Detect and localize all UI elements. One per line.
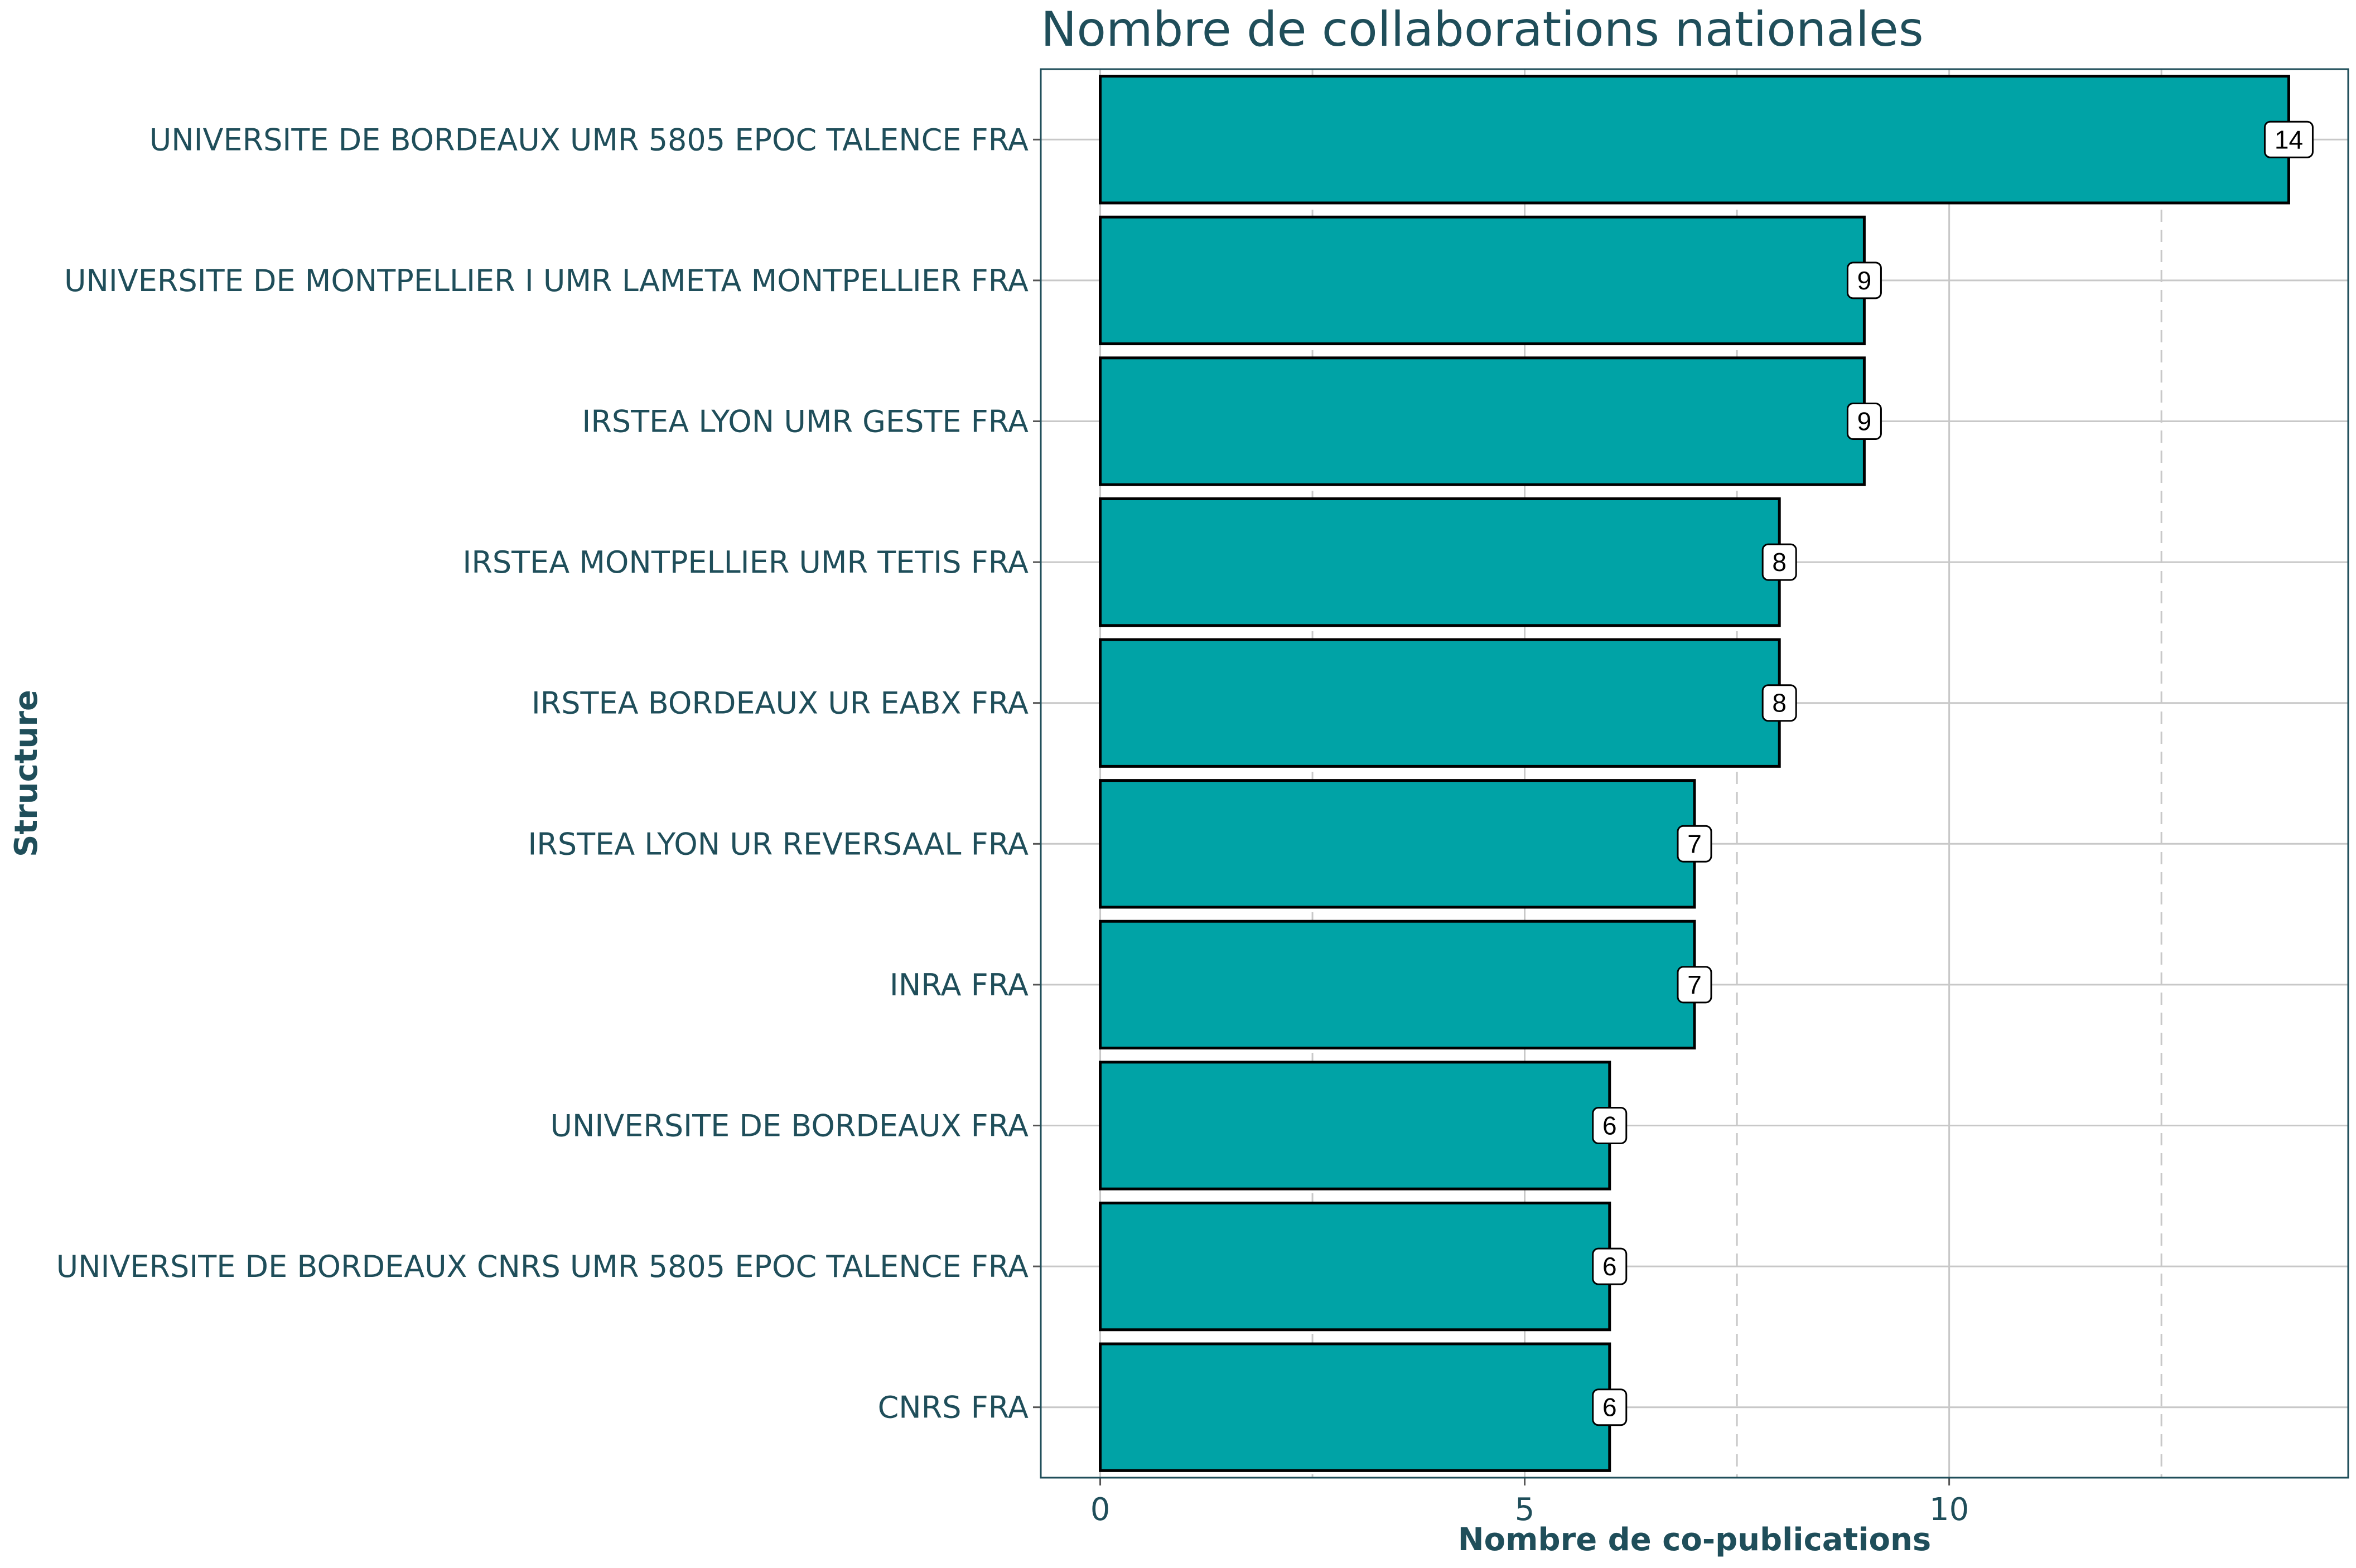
bar — [1099, 1342, 1611, 1472]
data-label-box — [1846, 262, 1882, 299]
data-label-box — [1761, 684, 1797, 722]
bar — [1099, 1201, 1611, 1332]
data-label-box — [1677, 825, 1712, 863]
bar — [1099, 919, 1696, 1050]
data-label: 9 — [1857, 266, 1872, 295]
data-label: 8 — [1772, 689, 1787, 718]
data-label-box — [2263, 120, 2314, 158]
category-label: UNIVERSITE DE BORDEAUX CNRS UMR 5805 EPO… — [56, 1249, 1029, 1284]
data-label-box — [1761, 543, 1797, 581]
bar — [1099, 215, 1866, 346]
x-axis-title: Nombre de co-publications — [1458, 1522, 1931, 1558]
x-tick-label: 10 — [1929, 1492, 1969, 1528]
category-label: UNIVERSITE DE MONTPELLIER I UMR LAMETA M… — [64, 263, 1029, 298]
bar — [1099, 1061, 1611, 1190]
chart-title: Nombre de collaborations nationales — [1041, 2, 1924, 57]
bar — [1099, 356, 1866, 486]
bar — [1099, 497, 1781, 627]
data-label: 7 — [1687, 829, 1702, 858]
category-label: IRSTEA LYON UR REVERSAAL FRA — [528, 826, 1029, 862]
data-label-box — [1592, 1107, 1628, 1144]
bar — [1099, 779, 1696, 909]
bar — [1099, 638, 1781, 768]
data-label-box — [1592, 1388, 1628, 1426]
data-label: 8 — [1772, 548, 1787, 577]
data-label-box — [1592, 1247, 1628, 1285]
category-label: UNIVERSITE DE BORDEAUX FRA — [550, 1109, 1029, 1144]
y-axis-title: Structure — [8, 690, 45, 857]
data-label: 14 — [2275, 125, 2303, 154]
data-label: 9 — [1857, 407, 1872, 436]
category-labels: UNIVERSITE DE BORDEAUX UMR 5805 EPOC TAL… — [56, 122, 1041, 1425]
category-label: UNIVERSITE DE BORDEAUX UMR 5805 EPOC TAL… — [149, 122, 1029, 157]
data-label: 6 — [1602, 1111, 1617, 1140]
bar — [1099, 75, 2290, 205]
x-tick-label: 5 — [1515, 1492, 1535, 1528]
category-label: CNRS FRA — [878, 1390, 1029, 1425]
category-label: IRSTEA LYON UMR GESTE FRA — [582, 404, 1029, 439]
data-label-box — [1846, 403, 1882, 440]
plot-panel-border — [1040, 68, 2349, 1479]
x-tick-labels: 0 5 10 — [1090, 1478, 1969, 1528]
data-label: 7 — [1687, 970, 1702, 999]
data-label: 6 — [1602, 1252, 1617, 1281]
category-label: IRSTEA BORDEAUX UR EABX FRA — [532, 686, 1029, 721]
category-label: IRSTEA MONTPELLIER UMR TETIS FRA — [462, 545, 1029, 580]
bars — [1099, 75, 2290, 1472]
category-label: INRA FRA — [890, 967, 1029, 1003]
data-label: 6 — [1602, 1393, 1617, 1422]
data-label-box — [1677, 966, 1712, 1004]
x-tick-label: 0 — [1090, 1492, 1111, 1528]
data-labels: 14 9 9 8 8 7 7 6 6 6 — [1592, 120, 2314, 1426]
